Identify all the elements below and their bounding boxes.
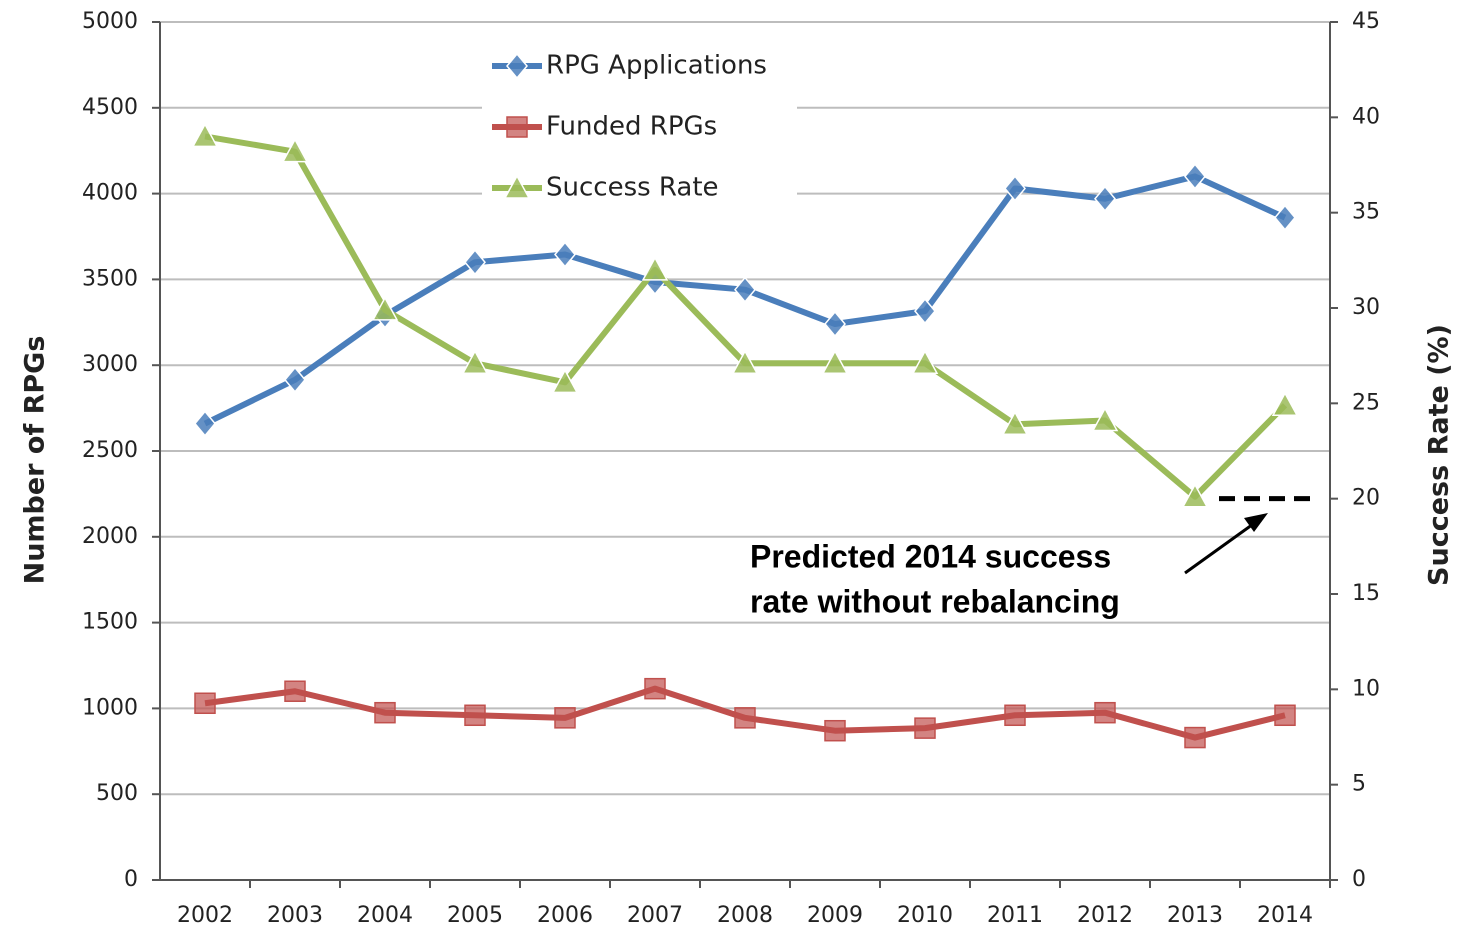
y2-tick-label: 15 — [1352, 581, 1380, 606]
legend-label: Success Rate — [546, 173, 719, 203]
y-tick-label: 500 — [96, 781, 138, 806]
marker — [551, 368, 579, 394]
y2-tick-label: 20 — [1352, 486, 1380, 511]
y-tick-label: 4500 — [82, 95, 138, 120]
x-tick-label: 2007 — [627, 903, 683, 928]
y2-tick-label: 45 — [1352, 9, 1380, 34]
marker — [1004, 704, 1026, 727]
x-tick-label: 2004 — [357, 903, 413, 928]
marker — [464, 704, 486, 727]
marker — [284, 680, 306, 702]
marker — [503, 174, 531, 199]
annotation-text: rate without rebalancing — [750, 583, 1120, 619]
x-tick-label: 2002 — [177, 903, 233, 928]
legend-label: Funded RPGs — [546, 112, 717, 142]
marker — [506, 52, 528, 80]
x-tick-label: 2006 — [537, 903, 593, 928]
marker — [464, 249, 486, 276]
marker — [644, 677, 666, 700]
marker — [914, 717, 936, 739]
x-tick-label: 2005 — [447, 903, 503, 928]
marker — [821, 349, 849, 375]
marker — [191, 122, 219, 148]
y-tick-label: 3500 — [82, 266, 138, 291]
x-tick-label: 2009 — [807, 903, 863, 928]
y2-axis-title: Success Rate (%) — [1424, 324, 1455, 586]
x-tick-label: 2008 — [717, 903, 773, 928]
y-tick-label: 0 — [124, 867, 138, 892]
marker — [554, 707, 576, 729]
annotation-arrow — [1184, 520, 1257, 575]
y-tick-label: 2500 — [82, 438, 138, 463]
marker — [281, 138, 309, 163]
marker — [1094, 185, 1116, 212]
y2-tick-label: 10 — [1352, 676, 1380, 701]
y-tick-label: 4000 — [82, 181, 138, 206]
y2-tick-label: 25 — [1352, 390, 1380, 415]
marker — [284, 366, 306, 393]
marker — [194, 692, 216, 715]
y-tick-label: 1000 — [82, 695, 138, 720]
marker — [194, 410, 216, 437]
marker — [1274, 204, 1296, 231]
x-tick-label: 2013 — [1167, 903, 1223, 928]
marker — [911, 349, 939, 375]
marker — [1274, 704, 1296, 727]
marker — [1184, 163, 1206, 190]
marker — [914, 297, 936, 325]
marker — [1091, 406, 1119, 432]
x-tick-label: 2010 — [897, 903, 953, 928]
arrow-head — [1244, 513, 1268, 532]
x-tick-label: 2011 — [987, 903, 1043, 928]
y-tick-label: 2000 — [82, 524, 138, 549]
marker — [734, 707, 756, 729]
x-tick-label: 2012 — [1077, 903, 1133, 928]
y2-tick-label: 5 — [1352, 772, 1366, 797]
y2-tick-label: 40 — [1352, 104, 1380, 129]
marker — [1094, 701, 1116, 724]
marker — [824, 719, 846, 742]
y-tick-label: 1500 — [82, 610, 138, 635]
marker — [641, 256, 669, 281]
marker — [506, 116, 528, 138]
marker — [461, 349, 489, 375]
y-tick-label: 5000 — [82, 9, 138, 34]
annotation-text: Predicted 2014 success — [750, 538, 1111, 574]
x-tick-label: 2003 — [267, 903, 323, 928]
marker — [824, 310, 846, 338]
legend-label: RPG Applications — [546, 51, 767, 81]
y2-tick-label: 30 — [1352, 295, 1380, 320]
marker — [1181, 483, 1209, 508]
marker — [1004, 175, 1026, 202]
marker — [554, 241, 576, 268]
y-axis-title: Number of RPGs — [20, 336, 51, 585]
marker — [1271, 391, 1299, 416]
marker — [371, 296, 399, 321]
y2-tick-label: 35 — [1352, 200, 1380, 225]
marker — [731, 349, 759, 375]
marker — [374, 701, 396, 724]
marker — [734, 276, 756, 303]
marker — [1001, 410, 1029, 436]
marker — [1184, 726, 1206, 749]
x-tick-label: 2014 — [1257, 903, 1313, 928]
y2-tick-label: 0 — [1352, 867, 1366, 892]
y-tick-label: 3000 — [82, 352, 138, 377]
